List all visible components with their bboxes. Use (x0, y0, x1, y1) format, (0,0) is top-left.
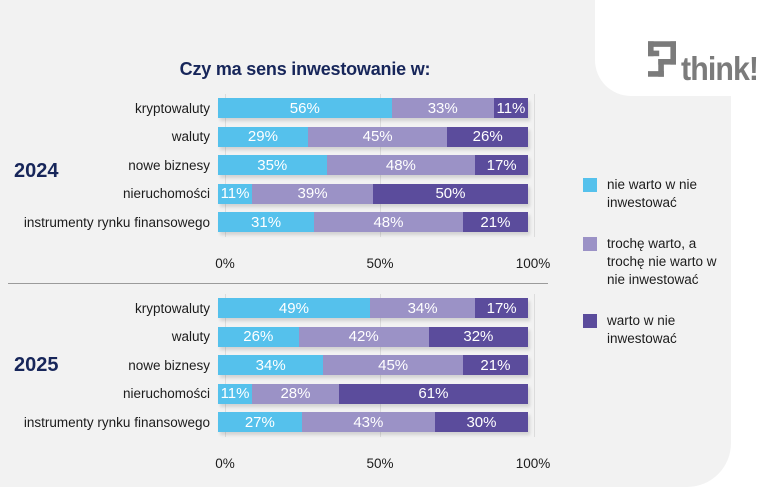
chart-2024: kryptowaluty 56% 33% 11% waluty 29% 45% 26% nowe… (0, 94, 551, 274)
bar-segment: 32% (428, 326, 528, 347)
bar-segment: 39% (252, 183, 373, 204)
bar-track: 11% 39% 50% (218, 183, 528, 204)
legend-label: nie warto w nie inwestować (607, 177, 698, 211)
category-label: waluty (171, 129, 210, 145)
bar-segment: 11% (218, 183, 253, 204)
bar-segment: 17% (475, 155, 528, 176)
category-label: kryptowaluty (134, 100, 210, 116)
x-axis-2024: 0% 50% 100% (0, 256, 551, 274)
bar-track: 11% 28% 61% (218, 383, 528, 404)
bar-segment: 48% (314, 212, 463, 233)
bar-segment: 21% (462, 212, 528, 233)
category-label: kryptowaluty (134, 300, 210, 316)
category-label: nowe biznesy (128, 357, 210, 373)
bar-segment: 26% (218, 326, 299, 347)
category-label: instrumenty rynku finansowego (23, 214, 210, 230)
bar-track: 34% 45% 21% (218, 355, 528, 376)
category-label: instrumenty rynku finansowego (23, 414, 210, 430)
bar-track: 49% 34% 17% (218, 298, 528, 319)
bar-segment: 61% (338, 383, 528, 404)
chart-2025: kryptowaluty 49% 34% 17% waluty 26% 42% 32% nowe… (0, 294, 551, 474)
bar-segment: 11% (218, 383, 253, 404)
category-label: waluty (171, 329, 210, 345)
bar-segment: 27% (218, 412, 302, 433)
legend-label: trochę warto, a trochę nie warto w nie i… (607, 235, 717, 288)
bar-segment: 11% (493, 98, 528, 119)
chart-row: nieruchomości 11% 39% 50% (0, 180, 548, 209)
bar-segment: 50% (372, 183, 528, 204)
chart-row: instrumenty rynku finansowego 31% 48% 21% (0, 208, 548, 237)
bar-segment: 35% (218, 155, 327, 176)
bar-track: 31% 48% 21% (218, 212, 528, 233)
bar-segment: 43% (301, 412, 435, 433)
category-label: nowe biznesy (128, 157, 210, 173)
chart-title: Czy ma sens inwestowanie w: (179, 59, 431, 79)
think-logo: think! (648, 41, 765, 87)
axis-tick: 0% (215, 256, 235, 271)
category-label: nieruchomości (122, 186, 210, 202)
year-label-2024: 2024 (14, 160, 59, 182)
legend-swatch (583, 178, 597, 192)
legend-swatch (583, 313, 597, 328)
bar-segment: 29% (218, 126, 308, 147)
bar-segment: 31% (218, 212, 315, 233)
bar-segment: 17% (475, 298, 528, 319)
bar-segment: 45% (307, 126, 448, 147)
section-divider (8, 283, 548, 284)
gridline (534, 94, 535, 237)
chart-rows-2025: kryptowaluty 49% 34% 17% waluty 26% 42% 32% nowe… (0, 294, 548, 437)
legend: nie warto w nie inwestować trochę warto, … (583, 176, 725, 349)
think-logo-icon (648, 41, 677, 82)
bar-segment: 33% (391, 98, 494, 119)
bar-track: 35% 48% 17% (218, 155, 528, 176)
chart-row: nowe biznesy 35% 48% 17% (0, 151, 548, 180)
bar-segment: 21% (462, 355, 528, 376)
bar-segment: 42% (298, 326, 429, 347)
bar-track: 27% 43% 30% (218, 412, 528, 433)
bar-segment: 45% (323, 355, 463, 376)
chart-row: nowe biznesy 34% 45% 21% (0, 351, 548, 380)
bar-segment: 26% (447, 126, 528, 147)
legend-label: warto w nie inwestować (607, 312, 677, 347)
chart-row: kryptowaluty 56% 33% 11% (0, 94, 548, 123)
category-label: nieruchomości (122, 386, 210, 402)
axis-tick: 100% (515, 256, 551, 271)
gridline (534, 294, 535, 437)
legend-item: warto w nie inwestować (583, 312, 725, 349)
axis-tick: 0% (215, 456, 235, 471)
legend-swatch (583, 236, 597, 251)
bar-segment: 48% (326, 155, 476, 176)
axis-tick: 100% (515, 456, 551, 471)
chart-row: waluty 26% 42% 32% (0, 323, 548, 352)
bar-segment: 34% (369, 298, 476, 319)
axis-tick: 50% (366, 456, 394, 471)
chart-row: nieruchomości 11% 28% 61% (0, 380, 548, 409)
bar-segment: 49% (218, 298, 370, 319)
chart-row: kryptowaluty 49% 34% 17% (0, 294, 548, 323)
bar-track: 29% 45% 26% (218, 126, 528, 147)
bar-segment: 56% (218, 98, 392, 119)
chart-rows-2024: kryptowaluty 56% 33% 11% waluty 29% 45% 26% nowe… (0, 94, 548, 237)
bar-segment: 30% (434, 412, 528, 433)
logo-card: think! (595, 0, 775, 96)
bar-segment: 28% (252, 383, 339, 404)
bar-segment: 34% (218, 355, 324, 376)
bar-track: 56% 33% 11% (218, 98, 528, 119)
x-axis-2025: 0% 50% 100% (0, 456, 551, 474)
chart-row: waluty 29% 45% 26% (0, 123, 548, 152)
year-label-2025: 2025 (14, 354, 59, 376)
bar-track: 26% 42% 32% (218, 326, 528, 347)
legend-item: nie warto w nie inwestować (583, 176, 725, 213)
axis-tick: 50% (366, 256, 394, 271)
chart-row: instrumenty rynku finansowego 27% 43% 30% (0, 408, 548, 437)
think-logo-text: think! (681, 49, 759, 87)
legend-item: trochę warto, a trochę nie warto w nie i… (583, 235, 725, 290)
